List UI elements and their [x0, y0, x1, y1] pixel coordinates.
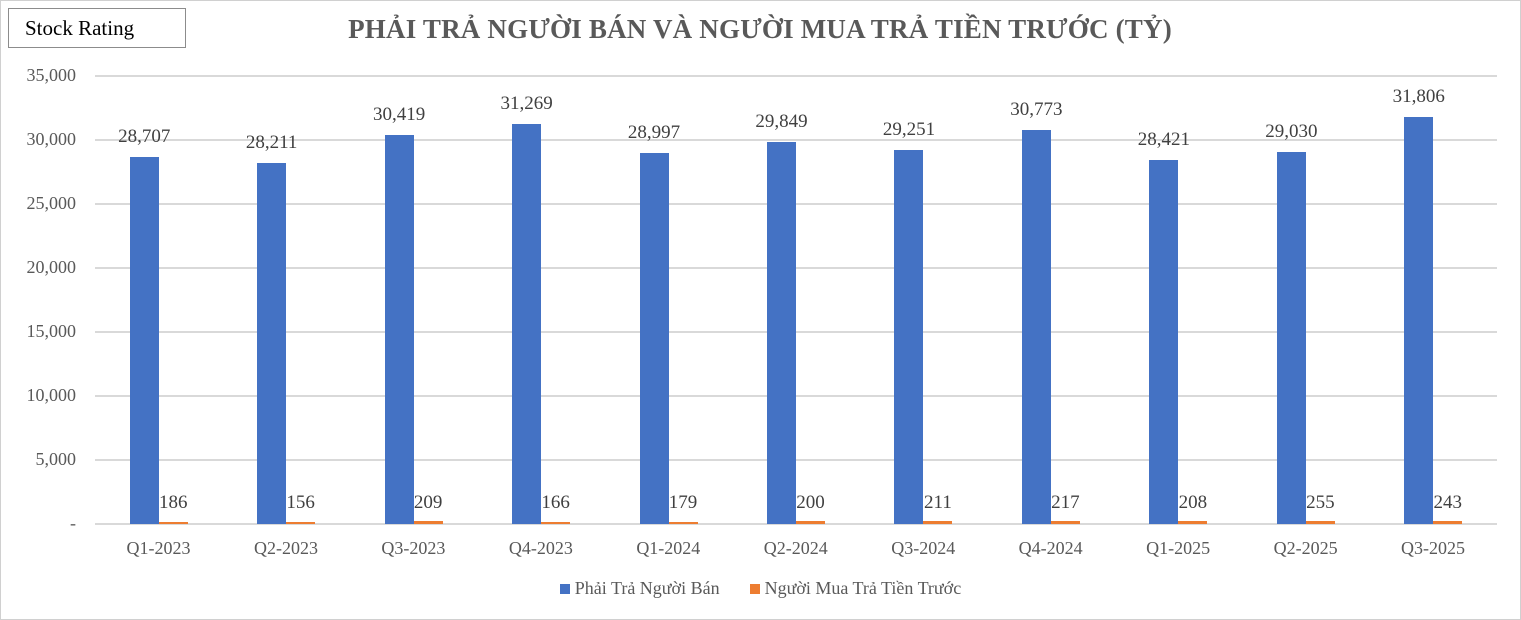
bar-phai-tra-nguoi-ban — [1021, 130, 1051, 524]
data-label-nguoi-mua: 166 — [541, 492, 570, 513]
chart-title: PHẢI TRẢ NGƯỜI BÁN VÀ NGƯỜI MUA TRẢ TIỀN… — [348, 14, 1172, 44]
data-label-phai-tra: 28,421 — [1137, 129, 1190, 151]
data-label-nguoi-mua: 211 — [924, 492, 952, 513]
gridline — [95, 75, 1497, 77]
legend-label: Người Mua Trả Tiền Trước — [764, 578, 962, 598]
legend-swatch-icon — [559, 583, 570, 594]
y-tick-label: 15,000 — [26, 321, 77, 341]
y-tick-label: 35,000 — [26, 65, 77, 85]
legend-item: Phải Trả Người Bán — [559, 578, 720, 599]
y-tick-label: 20,000 — [26, 257, 77, 277]
data-label-phai-tra: 28,211 — [245, 131, 298, 153]
gridline — [95, 139, 1497, 141]
bar-nguoi-mua-tra-truoc — [796, 521, 825, 524]
data-label-nguoi-mua: 255 — [1306, 492, 1335, 513]
x-tick-label: Q4-2023 — [508, 538, 573, 558]
legend-swatch-icon — [749, 583, 760, 594]
bar-nguoi-mua-tra-truoc — [668, 521, 698, 524]
bar-nguoi-mua-tra-truoc — [413, 521, 443, 524]
data-label-phai-tra: 28,997 — [627, 121, 681, 143]
gridline — [95, 267, 1497, 269]
y-tick-label: - — [70, 513, 76, 533]
stock-rating-badge: Stock Rating — [8, 8, 186, 48]
bar-phai-tra-nguoi-ban — [512, 123, 542, 524]
gridline — [95, 395, 1497, 397]
bar-phai-tra-nguoi-ban — [767, 141, 796, 524]
data-label-nguoi-mua: 200 — [796, 492, 825, 513]
data-label-nguoi-mua: 208 — [1178, 492, 1208, 513]
data-label-nguoi-mua: 179 — [668, 492, 698, 513]
data-label-nguoi-mua: 186 — [158, 492, 188, 513]
chart-legend: Phải Trả Người Bán Người Mua Trả Tiền Trư… — [0, 578, 1521, 599]
y-tick-label: 25,000 — [26, 193, 77, 213]
bar-nguoi-mua-tra-truoc — [1050, 521, 1080, 524]
data-label-nguoi-mua: 217 — [1051, 492, 1080, 513]
data-label-phai-tra: 29,849 — [755, 110, 808, 132]
x-axis-line — [95, 523, 1497, 525]
bar-phai-tra-nguoi-ban — [1149, 160, 1179, 524]
bar-phai-tra-nguoi-ban — [639, 152, 669, 524]
data-label-phai-tra: 31,806 — [1392, 85, 1445, 107]
data-label-phai-tra: 29,251 — [882, 118, 936, 140]
bar-nguoi-mua-tra-truoc — [541, 521, 571, 524]
data-label-phai-tra: 29,030 — [1265, 121, 1318, 143]
x-tick-label: Q1-2023 — [126, 538, 191, 558]
x-tick-label: Q3-2025 — [1401, 538, 1466, 558]
y-tick-label: 30,000 — [26, 129, 77, 149]
bar-nguoi-mua-tra-truoc — [1305, 520, 1335, 524]
bar-nguoi-mua-tra-truoc — [1178, 521, 1208, 524]
data-label-phai-tra: 31,269 — [500, 92, 553, 114]
bar-phai-tra-nguoi-ban — [1404, 116, 1434, 524]
data-label-nguoi-mua: 243 — [1433, 492, 1463, 513]
y-tick-label: 10,000 — [26, 385, 77, 405]
gridline — [95, 459, 1497, 461]
bar-nguoi-mua-tra-truoc — [923, 521, 953, 524]
bar-phai-tra-nguoi-ban — [1276, 152, 1306, 524]
bar-phai-tra-nguoi-ban — [129, 156, 159, 524]
data-label-phai-tra: 30,419 — [373, 103, 426, 125]
x-tick-label: Q4-2024 — [1018, 538, 1083, 558]
legend-item: Người Mua Trả Tiền Trước — [749, 578, 962, 599]
x-tick-label: Q3-2024 — [891, 538, 956, 558]
bar-phai-tra-nguoi-ban — [384, 134, 414, 524]
gridline — [95, 331, 1497, 333]
x-tick-label: Q1-2025 — [1146, 538, 1211, 558]
x-tick-label: Q2-2023 — [253, 538, 318, 558]
x-tick-label: Q2-2025 — [1273, 538, 1338, 558]
x-tick-label: Q1-2024 — [636, 538, 701, 558]
gridline — [95, 203, 1497, 205]
data-label-phai-tra: 28,707 — [118, 125, 171, 147]
bar-phai-tra-nguoi-ban — [894, 149, 924, 524]
x-tick-label: Q2-2024 — [763, 538, 828, 558]
x-tick-label: Q3-2023 — [381, 538, 446, 558]
bar-phai-tra-nguoi-ban — [257, 162, 287, 524]
y-tick-label: 5,000 — [35, 449, 77, 469]
bar-nguoi-mua-tra-truoc — [158, 521, 188, 524]
legend-label: Phải Trả Người Bán — [574, 578, 720, 598]
data-label-phai-tra: 30,773 — [1010, 99, 1063, 121]
data-label-nguoi-mua: 209 — [413, 492, 443, 513]
bar-nguoi-mua-tra-truoc — [286, 522, 316, 524]
bar-nguoi-mua-tra-truoc — [1433, 520, 1463, 524]
data-label-nguoi-mua: 156 — [286, 492, 315, 513]
